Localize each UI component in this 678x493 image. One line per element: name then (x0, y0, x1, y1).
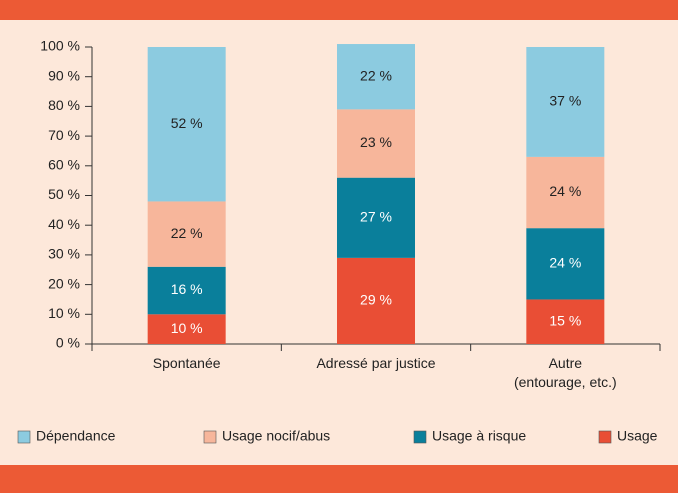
x-tick-label-line: (entourage, etc.) (514, 374, 617, 390)
y-tick-label: 20 % (48, 275, 80, 291)
legend-swatch (203, 430, 217, 444)
value-label: 22 % (360, 67, 392, 83)
y-tick-label: 60 % (48, 157, 80, 173)
y-tick-label: 80 % (48, 97, 80, 113)
value-label: 37 % (549, 93, 581, 109)
top-band (0, 0, 678, 20)
value-label: 22 % (171, 225, 203, 241)
y-tick-label: 10 % (48, 305, 80, 321)
bar-segment (337, 257, 415, 344)
value-label: 29 % (360, 292, 392, 308)
value-label: 24 % (549, 183, 581, 199)
bar-segment (147, 314, 226, 344)
value-label: 16 % (171, 281, 203, 297)
bar-segment (526, 47, 605, 157)
bottom-band (0, 465, 678, 493)
bar-segment (526, 228, 605, 300)
legend-swatch (413, 430, 427, 444)
x-tick-label: Adressé par justice (316, 355, 435, 371)
value-label: 10 % (171, 320, 203, 336)
x-tick-label-line: Adressé par justice (316, 355, 435, 371)
y-tick-label: 0 % (56, 335, 80, 351)
bar-segment (147, 266, 226, 315)
legend-label: Usage (617, 428, 658, 444)
legend-label: Dépendance (36, 428, 116, 444)
value-label: 23 % (360, 134, 392, 150)
x-tick-label: Autre (entourage, etc.) (514, 355, 617, 390)
value-label: 24 % (549, 255, 581, 271)
bar-segment (337, 44, 415, 110)
legend-label: Usage nocif/abus (222, 428, 330, 444)
y-tick-label: 90 % (48, 67, 80, 83)
y-tick-label: 50 % (48, 186, 80, 202)
x-tick-label-line: Spontanée (153, 355, 221, 371)
value-label: 52 % (171, 115, 203, 131)
y-tick-label: 40 % (48, 216, 80, 232)
legend-swatch (598, 430, 612, 444)
bar-segment (526, 156, 605, 229)
legend-swatch (17, 430, 31, 444)
bar-segment (526, 299, 605, 344)
legend-label: Usage à risque (432, 428, 526, 444)
value-label: 27 % (360, 208, 392, 224)
value-label: 15 % (549, 312, 581, 328)
bar-segment (337, 177, 415, 258)
y-tick-label: 70 % (48, 127, 80, 143)
bar-segment (147, 47, 226, 202)
bar-segment (147, 201, 226, 267)
bar-segment (337, 109, 415, 178)
x-tick-label: Spontanée (153, 355, 221, 371)
y-tick-label: 30 % (48, 246, 80, 262)
x-tick-label-line: Autre (549, 355, 583, 371)
y-tick-label: 100 % (40, 38, 80, 54)
